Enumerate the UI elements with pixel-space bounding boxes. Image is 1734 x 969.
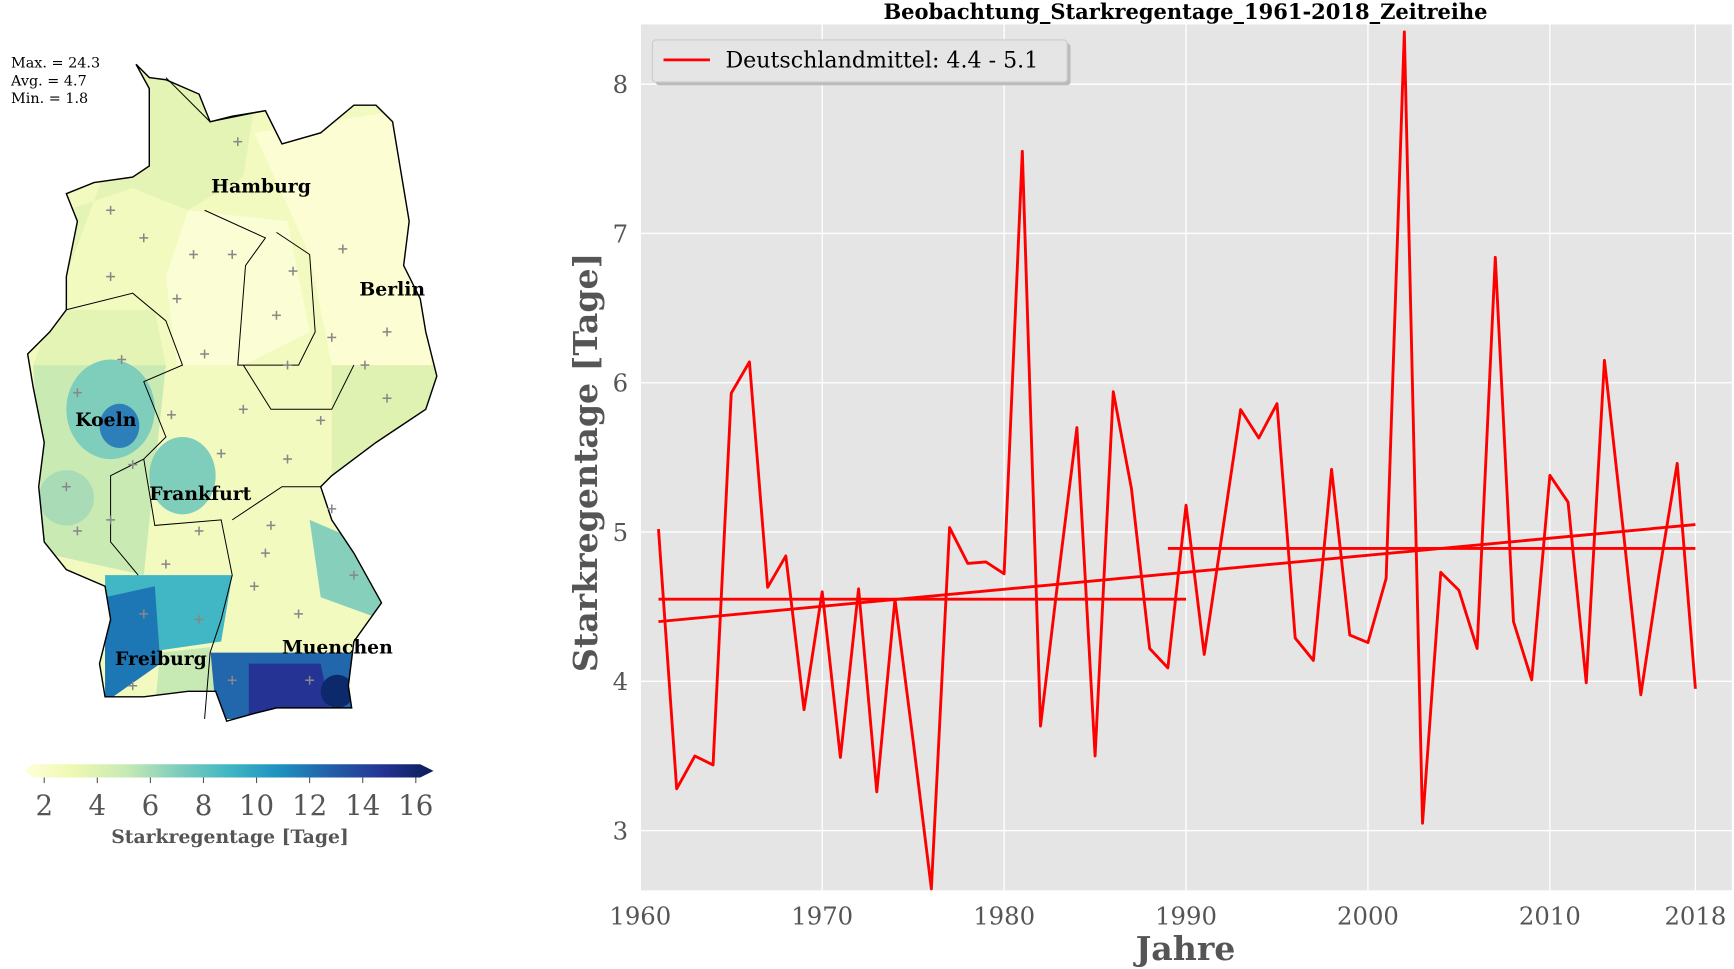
map-stat-max: Max. = 24.3 xyxy=(11,56,100,72)
map-stat-avg: Avg. = 4.7 xyxy=(10,73,87,89)
station-markers xyxy=(61,137,392,691)
station-marker xyxy=(360,360,370,370)
y-tick-label: 7 xyxy=(613,219,628,248)
station-marker xyxy=(266,520,276,530)
station-marker xyxy=(200,349,210,359)
station-marker xyxy=(72,526,82,536)
y-tick-label: 4 xyxy=(613,667,628,696)
city-label-freiburg: Freiburg xyxy=(115,648,207,670)
station-marker xyxy=(283,360,292,370)
legend: Deutschlandmittel: 4.4 - 5.1 xyxy=(651,39,1071,86)
station-marker xyxy=(128,681,138,691)
colorbar-tick-label: 8 xyxy=(195,789,213,822)
station-marker xyxy=(106,272,116,282)
station-marker xyxy=(61,482,71,492)
state-borders xyxy=(66,209,355,719)
y-tick-label: 3 xyxy=(613,816,628,845)
x-axis-label: Jahre xyxy=(1133,929,1236,968)
station-marker xyxy=(194,526,204,536)
station-marker xyxy=(316,415,326,425)
station-marker xyxy=(106,205,116,215)
station-marker xyxy=(72,388,82,398)
map-stat-min: Min. = 1.8 xyxy=(11,91,88,107)
station-marker xyxy=(382,327,392,337)
station-marker xyxy=(338,244,348,254)
city-labels: Hamburg Berlin Koeln Frankfurt Freiburg … xyxy=(75,176,425,670)
station-marker xyxy=(327,332,337,342)
x-tick-label: 1970 xyxy=(791,902,853,931)
colorbar-tick-label: 14 xyxy=(345,789,380,822)
station-marker xyxy=(260,548,270,558)
station-marker xyxy=(288,266,298,276)
colorbar-label: Starkregentage [Tage] xyxy=(111,826,349,848)
station-marker xyxy=(194,614,204,624)
y-axis-label: Starkregentage [Tage] xyxy=(566,253,605,672)
city-label-hamburg: Hamburg xyxy=(211,176,311,198)
station-marker xyxy=(106,515,116,525)
y-tick-label: 5 xyxy=(613,518,628,547)
station-marker xyxy=(128,460,138,470)
station-marker xyxy=(349,570,359,580)
station-marker xyxy=(327,504,337,514)
station-marker xyxy=(382,393,392,403)
colorbar-tick-label: 12 xyxy=(292,789,327,822)
station-marker xyxy=(238,404,248,414)
station-marker xyxy=(216,449,226,458)
station-marker xyxy=(272,310,281,320)
x-tick-label: 1960 xyxy=(609,902,671,931)
city-label-berlin: Berlin xyxy=(359,278,425,300)
colorbar: 2 4 6 8 10 12 14 16 Starkregentage [Tage] xyxy=(24,764,434,848)
city-label-koeln: Koeln xyxy=(75,409,137,431)
x-tick-label: 2010 xyxy=(1519,902,1581,931)
station-marker xyxy=(227,675,237,685)
station-marker xyxy=(233,137,243,147)
station-marker xyxy=(139,609,149,619)
colorbar-tick-label: 6 xyxy=(142,789,160,822)
station-marker xyxy=(161,559,171,569)
colorbar-bar xyxy=(24,764,434,778)
station-marker xyxy=(117,355,127,364)
x-tick-label: 1980 xyxy=(973,902,1035,931)
x-tick-label: 1990 xyxy=(1155,902,1217,931)
city-label-frankfurt: Frankfurt xyxy=(149,483,251,505)
colorbar-tick-label: 4 xyxy=(89,789,107,822)
station-marker xyxy=(189,250,198,259)
colorbar-tick-label: 10 xyxy=(239,789,274,822)
legend-label: Deutschlandmittel: 4.4 - 5.1 xyxy=(725,48,1038,74)
station-marker xyxy=(227,250,237,259)
linear-trend-line xyxy=(658,523,1696,624)
station-marker xyxy=(294,609,304,619)
station-marker xyxy=(249,581,259,591)
germany-map: Max. = 24.3 Avg. = 4.7 Min. = 1.8 xyxy=(10,56,438,723)
colorbar-tick-label: 16 xyxy=(398,789,433,822)
x-tick-label: 2000 xyxy=(1337,902,1399,931)
y-tick-label: 6 xyxy=(613,369,628,398)
series-line-deutschlandmittel xyxy=(657,30,1697,891)
y-tick-label: 8 xyxy=(613,70,628,99)
colorbar-tick-label: 2 xyxy=(35,789,53,822)
station-marker xyxy=(139,233,149,243)
chart-title: Beobachtung_Starkregentage_1961-2018_Zei… xyxy=(883,0,1487,24)
state-borders xyxy=(165,77,321,145)
station-marker xyxy=(283,454,292,464)
city-label-muenchen: Muenchen xyxy=(282,637,393,659)
station-marker xyxy=(166,410,176,420)
station-marker xyxy=(305,675,315,685)
germany-outline xyxy=(26,63,438,723)
map-regions xyxy=(27,64,437,722)
station-marker xyxy=(172,294,182,304)
timeseries-chart: Beobachtung_Starkregentage_1961-2018_Zei… xyxy=(566,0,1732,968)
x-tick-label: 2018 xyxy=(1664,902,1726,931)
